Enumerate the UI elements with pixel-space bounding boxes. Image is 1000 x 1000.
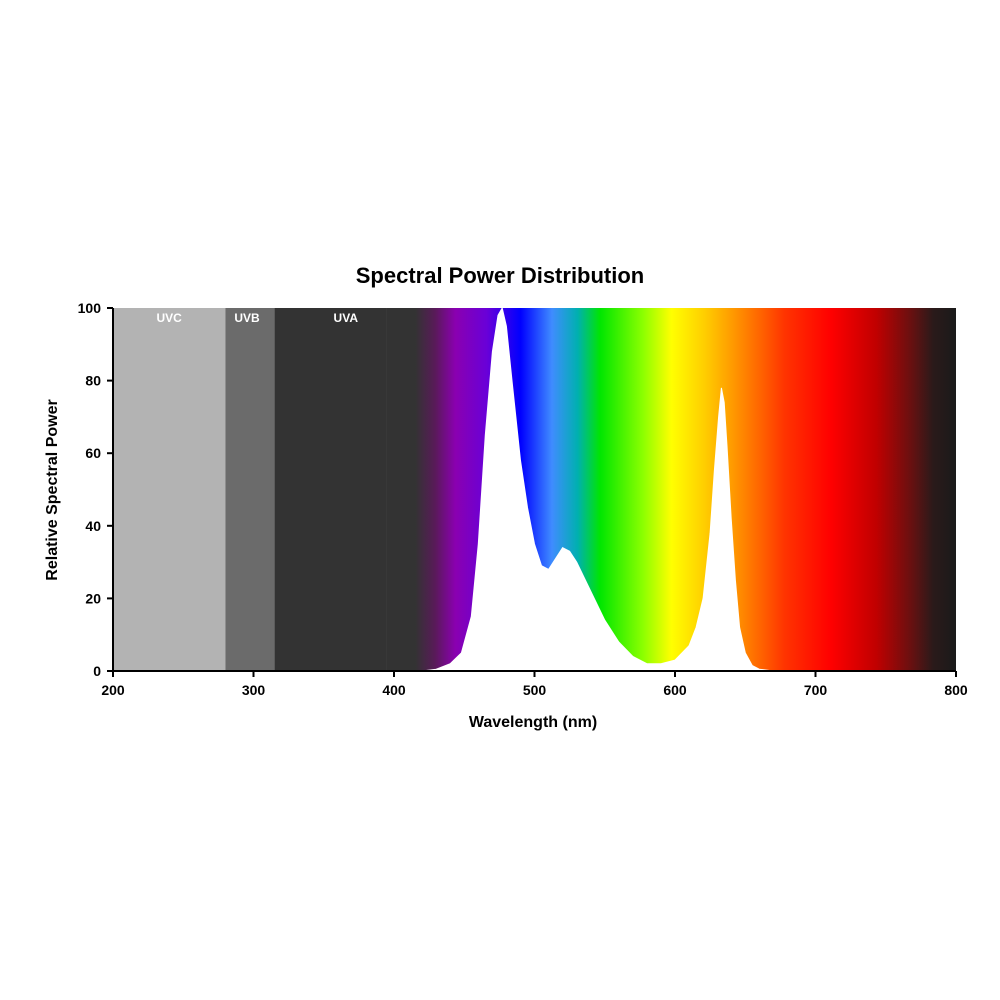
axes: 200 300 400 500 600 700 800 0 20 40 60 80 100 [78,300,968,698]
plot-area: UVC UVB UVA [113,306,957,672]
x-axis-label: Wavelength (nm) [469,714,597,731]
uvc-band [113,308,226,671]
chart-title: Spectral Power Distribution [356,263,645,288]
y-tick-label: 60 [85,445,101,461]
x-tick-label: 400 [382,682,406,698]
uva-band [274,308,387,671]
x-tick-label: 500 [523,682,547,698]
y-tick-label: 20 [85,590,101,606]
x-tick-label: 700 [804,682,828,698]
x-tick-label: 600 [663,682,687,698]
x-tick-label: 300 [242,682,266,698]
y-tick-label: 80 [85,373,101,389]
uva-label: UVA [334,311,359,325]
y-axis-label: Relative Spectral Power [44,399,61,580]
y-tick-label: 0 [93,663,101,679]
uvc-label: UVC [157,311,183,325]
uvb-band [225,308,275,671]
x-tick-label: 800 [944,682,968,698]
y-tick-label: 40 [85,518,101,534]
x-tick-label: 200 [101,682,125,698]
spectral-power-curve [422,306,774,672]
uvb-label: UVB [234,311,260,325]
y-tick-label: 100 [78,300,102,316]
